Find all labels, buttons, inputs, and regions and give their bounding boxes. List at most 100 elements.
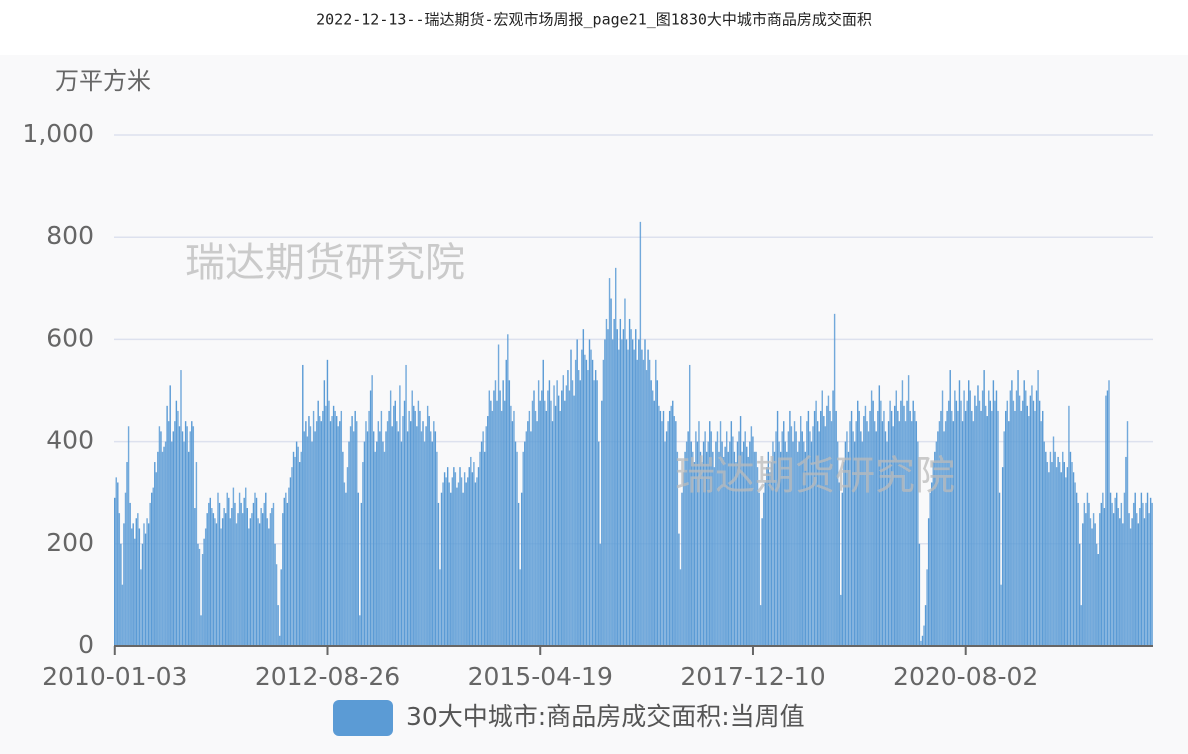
- bar: [866, 421, 868, 646]
- bar: [377, 421, 380, 646]
- bar: [907, 375, 910, 646]
- bar: [260, 508, 262, 646]
- bar: [510, 405, 512, 646]
- bar: [875, 431, 877, 646]
- bar: [497, 344, 500, 646]
- bar: [676, 451, 679, 646]
- bar: [174, 421, 176, 646]
- bar: [937, 431, 939, 646]
- bar: [132, 523, 134, 646]
- bar: [198, 548, 201, 646]
- bar: [300, 451, 302, 646]
- bar: [482, 431, 484, 646]
- bar: [753, 451, 756, 646]
- bar: [881, 421, 884, 646]
- bar: [969, 390, 971, 646]
- bar: [352, 431, 355, 646]
- bar: [631, 339, 634, 646]
- watermark: 瑞达期货研究院: [185, 240, 465, 286]
- bar: [704, 431, 706, 646]
- bar: [698, 421, 700, 646]
- bar: [356, 421, 358, 646]
- bar: [1099, 513, 1101, 646]
- bar: [409, 421, 412, 646]
- bar: [693, 462, 696, 646]
- bar: [984, 405, 987, 646]
- bar: [651, 390, 654, 646]
- bar: [836, 441, 839, 646]
- bar: [243, 497, 245, 646]
- bar: [241, 513, 244, 646]
- bar: [880, 400, 882, 646]
- bar: [1075, 492, 1078, 646]
- bar: [584, 354, 586, 646]
- bar: [1003, 431, 1005, 646]
- bar: [402, 416, 404, 646]
- bar: [696, 441, 699, 646]
- axis: 0 200 400 600 800 1,000 2010-01-03 2012-08-26 20…: [22, 119, 1038, 691]
- bar: [929, 492, 931, 646]
- bar: [906, 400, 908, 646]
- bar: [747, 456, 749, 646]
- bar: [1139, 508, 1141, 646]
- bar: [172, 431, 174, 646]
- bar: [291, 467, 293, 646]
- bar: [1031, 385, 1033, 646]
- bar: [149, 502, 151, 646]
- bar: [362, 462, 364, 646]
- bar: [679, 569, 682, 646]
- bar: [730, 421, 733, 646]
- bar: [966, 400, 968, 646]
- bar: [1040, 421, 1042, 646]
- bar: [445, 477, 447, 646]
- bar: [517, 502, 520, 646]
- bar: [163, 446, 165, 646]
- bar: [536, 421, 538, 646]
- bar: [887, 421, 890, 646]
- bar: [998, 492, 1001, 646]
- bar: [1105, 395, 1107, 646]
- bar: [770, 462, 773, 646]
- bar: [682, 472, 685, 646]
- bar: [434, 431, 437, 646]
- bar: [938, 421, 941, 646]
- bar: [504, 400, 506, 646]
- bar: [701, 462, 703, 646]
- bar: [181, 431, 184, 646]
- bar: [898, 421, 901, 646]
- bar: [200, 615, 202, 646]
- bar: [798, 441, 800, 646]
- bar: [1091, 528, 1093, 646]
- bar: [926, 569, 928, 646]
- bar: [855, 421, 857, 646]
- bar: [527, 421, 529, 646]
- bar: [366, 431, 369, 646]
- bar: [155, 472, 158, 646]
- bar: [633, 349, 635, 646]
- bar: [1049, 451, 1052, 646]
- bar: [505, 359, 507, 646]
- bar: [648, 359, 651, 646]
- bar: [282, 513, 284, 646]
- bar: [514, 441, 517, 646]
- bar: [1142, 502, 1144, 646]
- bar: [713, 467, 716, 646]
- x-tick-label: 2012-08-26: [255, 662, 400, 691]
- bar: [823, 416, 825, 646]
- bar: [712, 451, 714, 646]
- bar: [812, 426, 814, 646]
- bar: [285, 492, 287, 646]
- bar: [166, 405, 168, 646]
- bar: [212, 513, 215, 646]
- bar: [952, 421, 955, 646]
- bar: [815, 400, 817, 646]
- bar: [892, 426, 894, 646]
- bar: [246, 508, 248, 646]
- bar: [194, 508, 196, 646]
- bar: [266, 518, 269, 646]
- bar: [1134, 492, 1136, 646]
- bar: [1034, 410, 1036, 646]
- bar: [702, 441, 705, 646]
- bar: [897, 410, 899, 646]
- bar: [140, 569, 142, 646]
